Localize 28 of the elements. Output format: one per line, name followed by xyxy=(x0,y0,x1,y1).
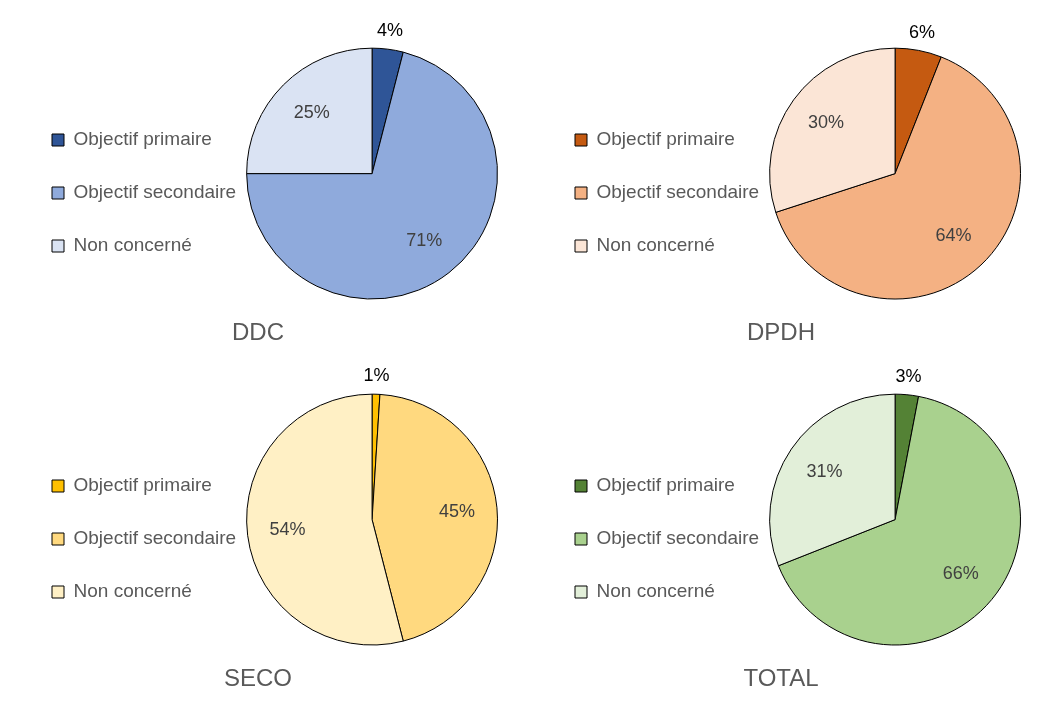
data-label: 45% xyxy=(438,500,475,521)
legend-label: Objectif secondaire xyxy=(596,181,760,203)
data-label: 54% xyxy=(269,519,306,540)
data-label: 1% xyxy=(363,365,390,386)
legend-label: Non concerné xyxy=(596,234,715,256)
data-label: 25% xyxy=(293,102,330,123)
data-label: 4% xyxy=(377,20,404,41)
data-label: 31% xyxy=(806,460,843,481)
legend-label: Non concerné xyxy=(596,580,715,602)
data-label: 6% xyxy=(908,21,935,42)
data-label: 71% xyxy=(406,229,443,250)
data-label: 3% xyxy=(895,365,922,386)
legend-label: Objectif primaire xyxy=(596,474,735,496)
legend-label: Objectif secondaire xyxy=(73,181,237,203)
legend-label: Objectif primaire xyxy=(73,128,212,150)
legend-label: Non concerné xyxy=(73,234,192,256)
legend-label: Objectif secondaire xyxy=(73,527,237,549)
data-label: 30% xyxy=(808,112,845,133)
legend-label: Non concerné xyxy=(73,580,192,602)
data-label: 66% xyxy=(942,562,979,583)
text: SECO xyxy=(223,664,293,692)
legend-label: Objectif secondaire xyxy=(596,527,760,549)
data-label: 64% xyxy=(935,224,972,245)
legend-label: Objectif primaire xyxy=(73,474,212,496)
text: TOTAL xyxy=(743,664,819,692)
text: DDC xyxy=(232,318,284,346)
text: DPDH xyxy=(746,318,816,346)
legend-label: Objectif primaire xyxy=(596,128,735,150)
